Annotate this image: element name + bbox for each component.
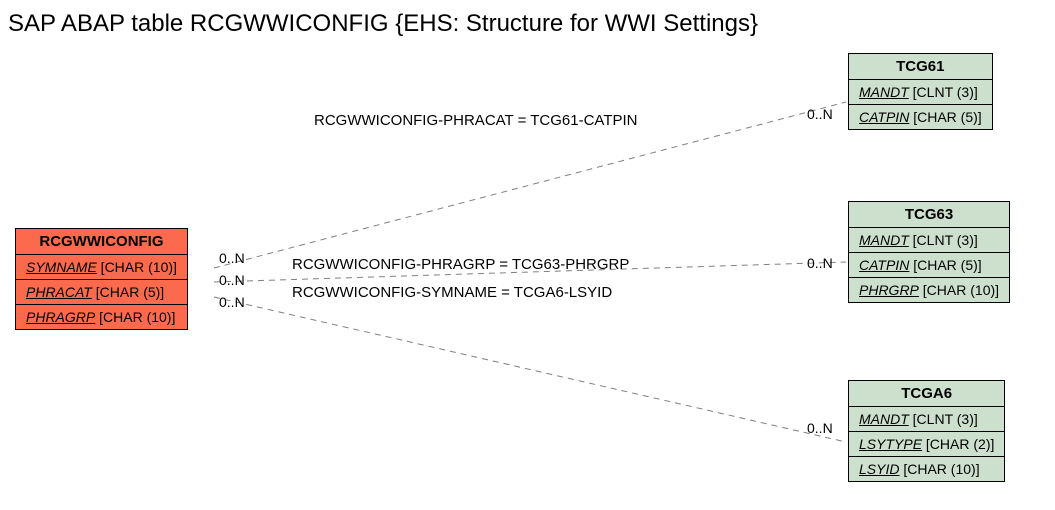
entity-field: MANDT [CLNT (3)] [849, 228, 1009, 253]
field-type: [CLNT (3)] [909, 84, 978, 100]
entity-header: TCGA6 [849, 381, 1004, 407]
field-type: [CHAR (10)] [899, 461, 979, 477]
cardinality-to: 0..N [807, 255, 833, 271]
field-name: MANDT [859, 411, 909, 427]
entity-field: LSYTYPE [CHAR (2)] [849, 432, 1004, 457]
field-type: [CHAR (5)] [909, 109, 981, 125]
field-type: [CLNT (3)] [909, 411, 978, 427]
entity-field: MANDT [CLNT (3)] [849, 80, 992, 105]
entity-field: PHRGRP [CHAR (10)] [849, 278, 1009, 302]
cardinality-to: 0..N [807, 420, 833, 436]
entity-header: TCG63 [849, 202, 1009, 228]
cardinality-from: 0..N [219, 272, 245, 288]
field-type: [CLNT (3)] [909, 232, 978, 248]
field-name: MANDT [859, 232, 909, 248]
entity-tcg63: TCG63MANDT [CLNT (3)]CATPIN [CHAR (5)]PH… [848, 201, 1010, 303]
field-name: PHRGRP [859, 282, 919, 298]
entity-rcgwwiconfig: RCGWWICONFIGSYMNAME [CHAR (10)]PHRACAT [… [15, 228, 188, 330]
entity-field: LSYID [CHAR (10)] [849, 457, 1004, 481]
edge-label: RCGWWICONFIG-PHRAGRP = TCG63-PHRGRP [292, 256, 629, 273]
entity-header: TCG61 [849, 54, 992, 80]
entity-tcga6: TCGA6MANDT [CLNT (3)]LSYTYPE [CHAR (2)]L… [848, 380, 1005, 482]
entity-field: PHRAGRP [CHAR (10)] [16, 305, 187, 329]
entity-tcg61: TCG61MANDT [CLNT (3)]CATPIN [CHAR (5)] [848, 53, 993, 130]
entity-field: CATPIN [CHAR (5)] [849, 105, 992, 129]
field-type: [CHAR (5)] [909, 257, 981, 273]
field-name: PHRACAT [26, 284, 92, 300]
entity-field: MANDT [CLNT (3)] [849, 407, 1004, 432]
field-name: CATPIN [859, 257, 909, 273]
field-name: CATPIN [859, 109, 909, 125]
entity-field: SYMNAME [CHAR (10)] [16, 255, 187, 280]
cardinality-from: 0..N [219, 250, 245, 266]
field-type: [CHAR (5)] [92, 284, 164, 300]
field-name: LSYID [859, 461, 899, 477]
entity-field: PHRACAT [CHAR (5)] [16, 280, 187, 305]
entity-header: RCGWWICONFIG [16, 229, 187, 255]
field-type: [CHAR (2)] [922, 436, 994, 452]
edge-label: RCGWWICONFIG-PHRACAT = TCG61-CATPIN [314, 112, 638, 129]
entity-field: CATPIN [CHAR (5)] [849, 253, 1009, 278]
field-type: [CHAR (10)] [97, 259, 177, 275]
field-name: PHRAGRP [26, 309, 95, 325]
field-type: [CHAR (10)] [919, 282, 999, 298]
diagram-title: SAP ABAP table RCGWWICONFIG {EHS: Struct… [8, 10, 758, 38]
field-name: MANDT [859, 84, 909, 100]
cardinality-to: 0..N [807, 106, 833, 122]
field-name: LSYTYPE [859, 436, 922, 452]
edge-label: RCGWWICONFIG-SYMNAME = TCGA6-LSYID [292, 284, 612, 301]
field-name: SYMNAME [26, 259, 97, 275]
field-type: [CHAR (10)] [95, 309, 175, 325]
cardinality-from: 0..N [219, 294, 245, 310]
